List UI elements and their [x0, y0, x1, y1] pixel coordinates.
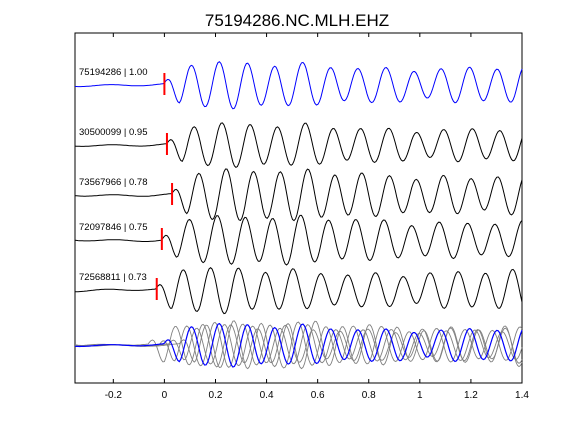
x-tick-label: 1.4 [515, 390, 529, 401]
x-tick-label: 1.2 [464, 390, 478, 401]
x-tick-label: 0.6 [311, 390, 325, 401]
trace-label-2: 30500099 | 0.95 [79, 127, 148, 138]
stack-trace-1 [74, 322, 523, 368]
trace-line-2 [74, 122, 523, 169]
x-tick-label: 1 [417, 390, 423, 401]
chart-title: 75194286.NC.MLH.EHZ [205, 11, 389, 30]
trace-line-5 [75, 267, 523, 315]
x-tick-label: 0 [162, 390, 168, 401]
trace-label-5: 72568811 | 0.73 [79, 272, 147, 283]
x-tick-label: -0.2 [105, 390, 123, 401]
trace-label-4: 72097846 | 0.75 [79, 222, 148, 233]
trace-line-4 [74, 214, 523, 266]
trace-label-3: 73567966 | 0.78 [79, 177, 148, 188]
x-tick-label: 0.8 [362, 390, 376, 401]
x-tick-label: 0.2 [209, 390, 223, 401]
trace-line-3 [74, 168, 523, 222]
x-axis-ticks: -0.2 0 0.2 0.4 0.6 0.8 1 1.2 1.4 [105, 33, 529, 401]
x-tick-label: 0.4 [260, 390, 274, 401]
trace-label-1: 75194286 | 1.00 [79, 67, 148, 78]
trace-group: 75194286 | 1.00 30500099 | 0.95 73567966 |… [74, 61, 523, 370]
axes-frame [74, 32, 523, 384]
trace-line-1 [75, 61, 523, 110]
